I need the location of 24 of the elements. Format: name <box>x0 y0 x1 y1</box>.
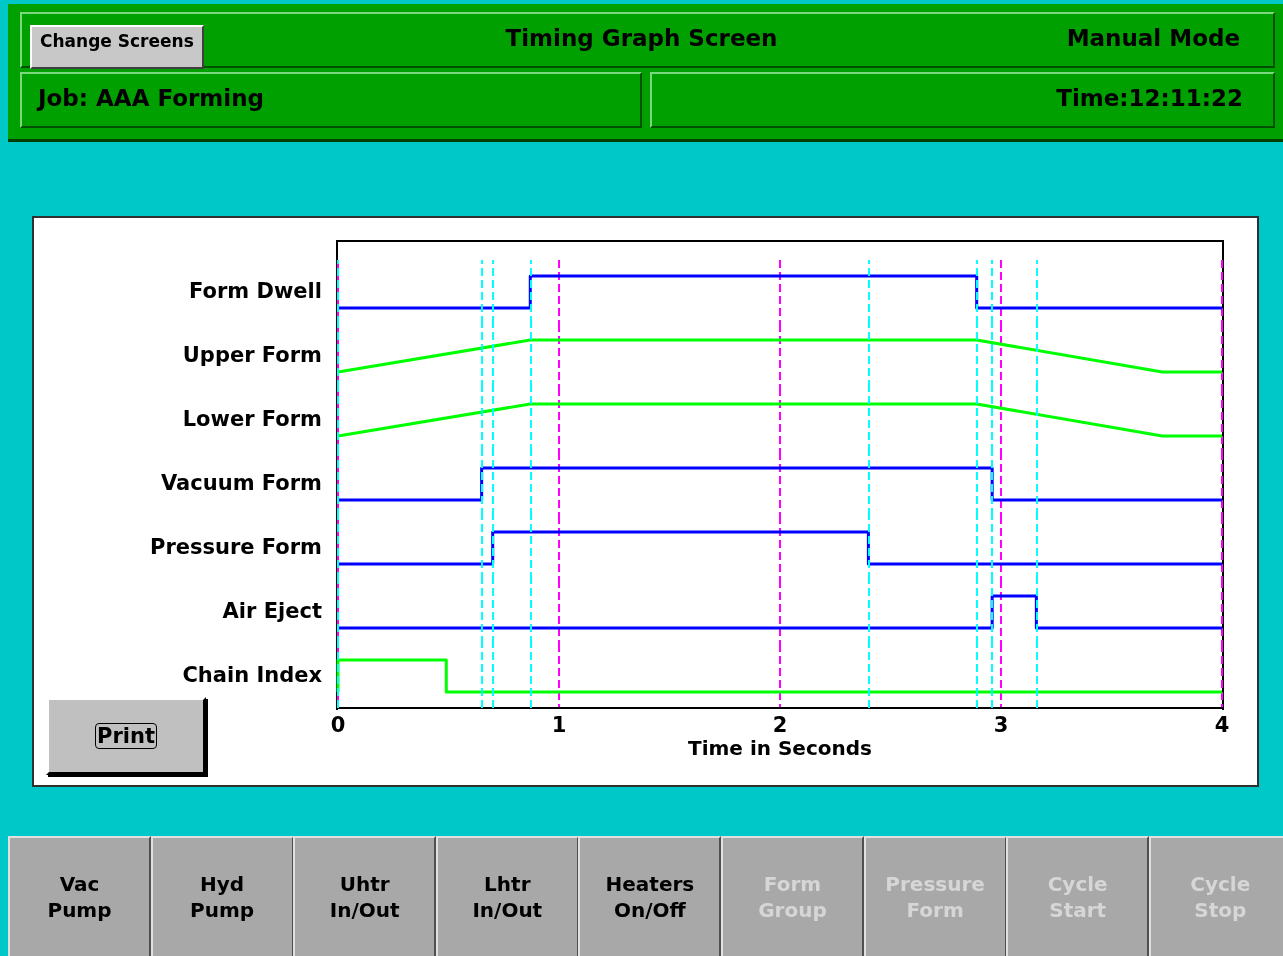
text: Change Screens <box>30 25 204 69</box>
text: Time:12:11:22 <box>1056 85 1243 111</box>
text: Hyd Pump <box>150 836 294 956</box>
x-axis-title: Time in Seconds <box>688 736 872 760</box>
text: Uhtr In/Out <box>293 836 437 956</box>
y-axis-title: Form Dwell <box>189 278 322 303</box>
y-axis-title: Vacuum Form <box>161 470 322 495</box>
x-tick-label: 4 <box>1214 712 1230 737</box>
text: Lhtr In/Out <box>435 836 579 956</box>
text: Vac Pump <box>8 836 151 956</box>
y-axis-title: Chain Index <box>182 662 323 687</box>
x-tick-label: 0 <box>330 712 346 737</box>
y-axis-title: Lower Form <box>182 406 322 431</box>
x-tick-label: 3 <box>993 712 1009 737</box>
text: Timing Graph Screen <box>505 25 778 51</box>
x-tick-label: 1 <box>551 712 567 737</box>
text: Print <box>95 723 157 749</box>
x-tick-label: 2 <box>772 712 788 737</box>
text: Manual Mode <box>1066 25 1240 51</box>
text: Heaters On/Off <box>578 836 722 956</box>
y-axis-title: Pressure Form <box>149 534 322 559</box>
text: Job: AAA Forming <box>38 85 265 111</box>
y-axis-title: Air Eject <box>222 598 322 623</box>
y-axis-title: Upper Form <box>182 342 322 367</box>
